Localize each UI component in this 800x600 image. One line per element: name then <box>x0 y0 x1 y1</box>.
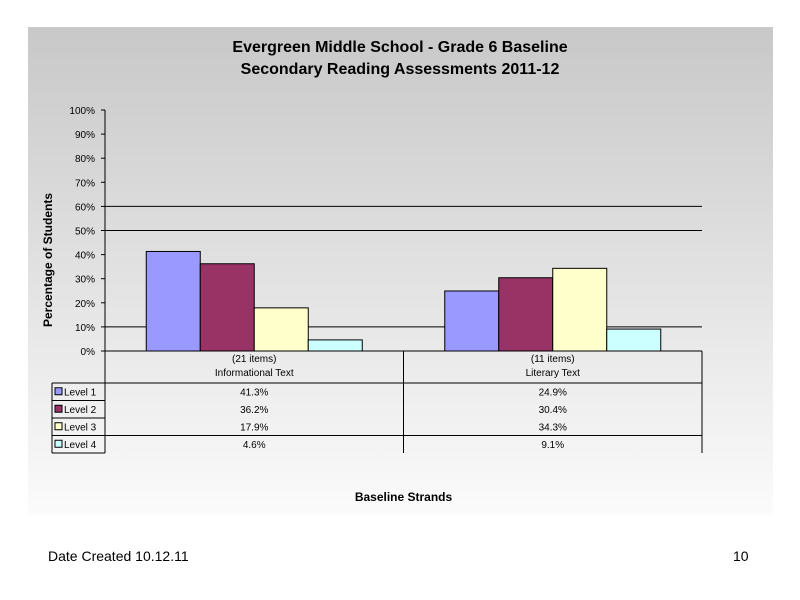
y-tick-label: 100% <box>69 106 95 117</box>
category-label: (21 items) <box>232 354 276 365</box>
legend-label: Level 2 <box>64 405 97 416</box>
y-tick-label: 20% <box>75 299 95 310</box>
y-tick-label: 70% <box>75 178 95 189</box>
y-tick-label: 40% <box>75 251 95 262</box>
legend-label: Level 3 <box>64 422 97 433</box>
data-label: 17.9% <box>240 422 268 433</box>
legend-swatch <box>54 404 63 413</box>
x-axis-label: Baseline Strands <box>354 490 453 504</box>
y-tick-label: 0% <box>81 347 96 358</box>
y-tick-label: 80% <box>75 154 95 165</box>
page-number: 10 <box>733 548 749 564</box>
y-tick-label: 50% <box>75 227 95 238</box>
legend-swatch <box>54 422 63 431</box>
category-label: (11 items) <box>531 354 575 365</box>
bar-level-2 <box>199 263 255 352</box>
chart-subtitle: Secondary Reading Assessments 2011-12 <box>240 61 560 78</box>
data-label: 41.3% <box>240 387 268 398</box>
y-tick-label: 30% <box>75 275 95 286</box>
data-label: 4.6% <box>243 440 266 451</box>
data-label: 36.2% <box>240 405 268 416</box>
y-tick-label: 10% <box>75 323 95 334</box>
data-label: 34.3% <box>539 422 567 433</box>
bar-level-2 <box>498 277 554 352</box>
y-tick-label: 90% <box>75 130 95 141</box>
legend-swatch <box>54 387 63 396</box>
bar-level-3 <box>253 307 309 352</box>
data-label: 24.9% <box>539 387 567 398</box>
bar-level-3 <box>552 267 608 352</box>
bar-level-4 <box>307 339 363 352</box>
data-label: 9.1% <box>541 440 564 451</box>
legend-label: Level 1 <box>64 387 97 398</box>
y-tick-label: 60% <box>75 202 95 213</box>
category-label: Literary Text <box>526 368 581 379</box>
bar-level-1 <box>145 250 201 352</box>
data-label: 30.4% <box>539 405 567 416</box>
category-label: Informational Text <box>215 368 294 379</box>
chart-title: Evergreen Middle School - Grade 6 Baseli… <box>232 39 568 56</box>
bar-level-1 <box>444 290 500 352</box>
bar-level-4 <box>606 328 662 352</box>
legend-label: Level 4 <box>64 440 97 451</box>
date-created: Date Created 10.12.11 <box>48 548 189 564</box>
legend-swatch <box>54 439 63 448</box>
